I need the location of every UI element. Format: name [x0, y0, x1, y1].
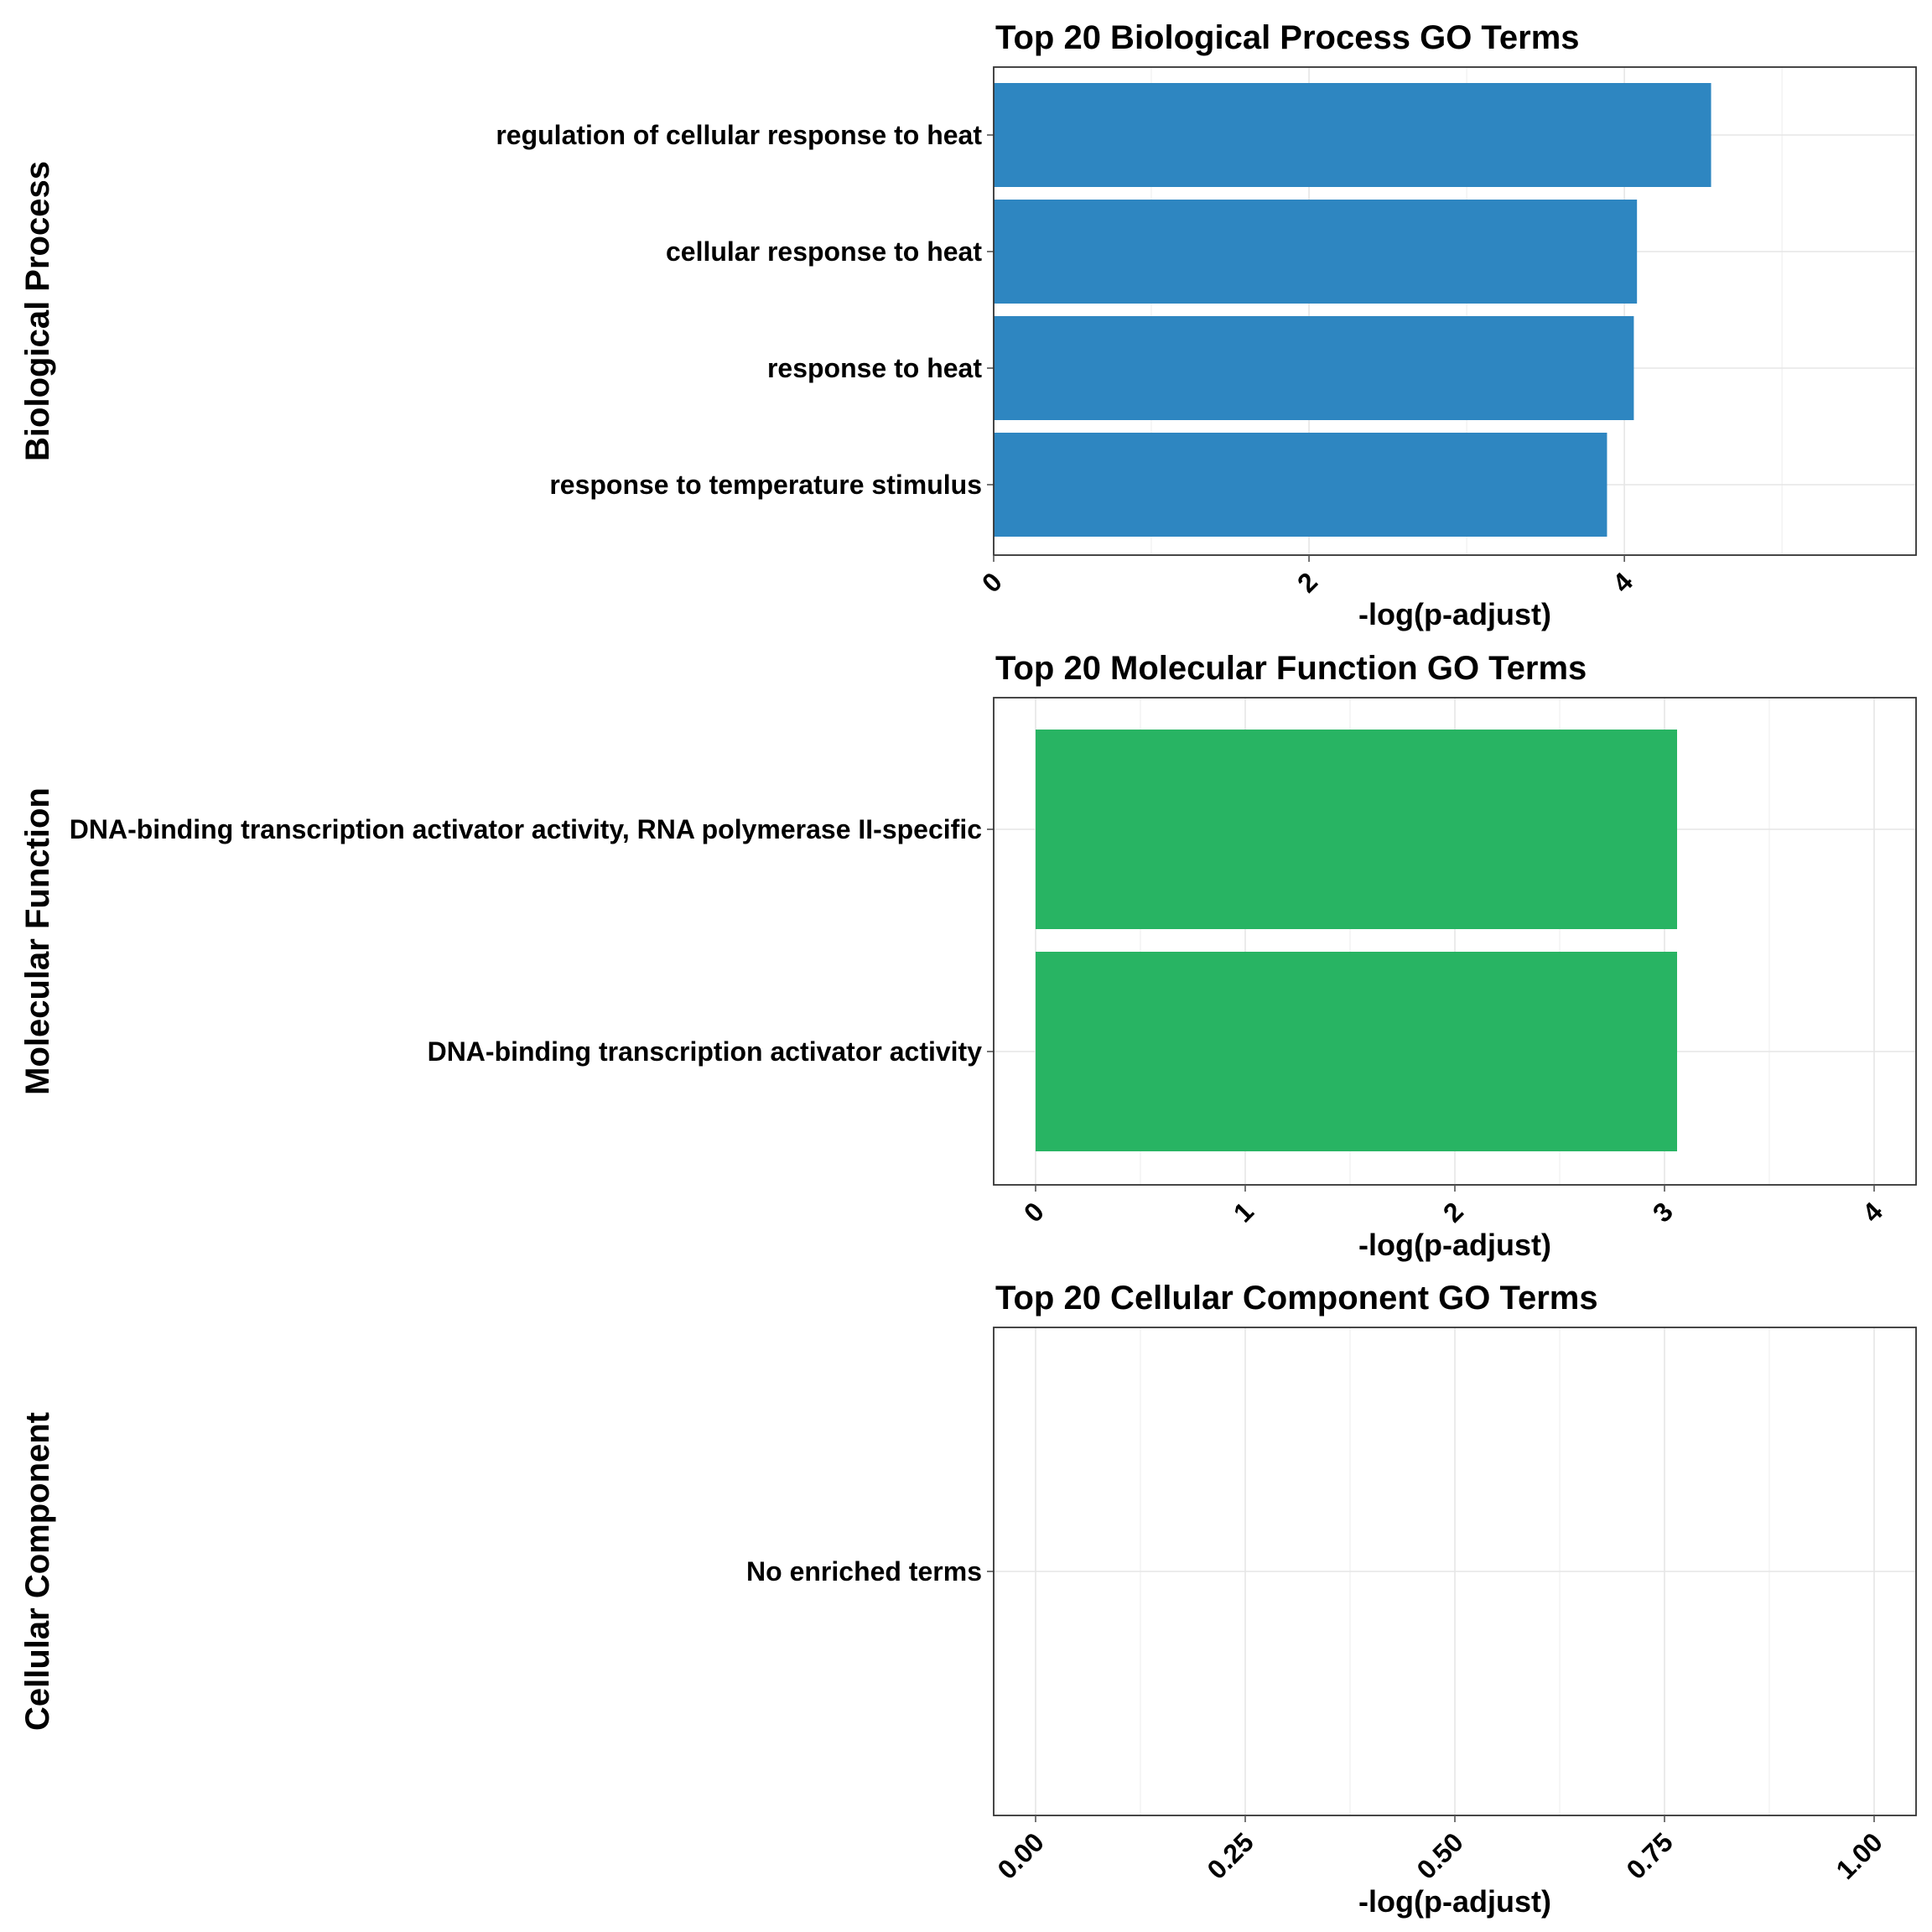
x-tick-label: 1.00 — [1830, 1826, 1888, 1884]
facet-label: Molecular Function — [19, 787, 56, 1095]
x-axis-title: -log(p-adjust) — [1358, 597, 1551, 631]
category-label: No enriched terms — [746, 1556, 982, 1587]
facet-label: Biological Process — [19, 161, 56, 461]
bar — [994, 316, 1634, 420]
panel-border — [993, 66, 1917, 556]
bar — [1036, 730, 1677, 929]
x-tick-label: 0.25 — [1201, 1826, 1259, 1884]
x-axis-title: -log(p-adjust) — [1358, 1228, 1551, 1262]
category-label: response to heat — [767, 353, 982, 383]
x-tick-label: 1 — [1228, 1196, 1259, 1228]
facet-label: Cellular Component — [19, 1412, 56, 1731]
panel-2: Top 20 Molecular Function GO Terms Molecu… — [19, 650, 1917, 1262]
x-tick-label: 4 — [1857, 1196, 1888, 1228]
category-label: cellular response to heat — [666, 236, 982, 267]
category-label: DNA-binding transcription activator acti… — [70, 814, 982, 844]
x-tick-label: 2 — [1437, 1196, 1469, 1228]
panel-3: Top 20 Cellular Component GO Terms Cellul… — [19, 1280, 1917, 1919]
panel-title: Top 20 Cellular Component GO Terms — [995, 1280, 1598, 1317]
bar — [1036, 952, 1677, 1151]
bar — [994, 200, 1638, 304]
category-label: regulation of cellular response to heat — [496, 120, 982, 150]
category-label: DNA-binding transcription activator acti… — [428, 1036, 983, 1067]
x-axis-title: -log(p-adjust) — [1358, 1884, 1551, 1919]
x-tick-label: 0 — [976, 566, 1008, 598]
bar — [994, 433, 1607, 537]
x-tick-label: 4 — [1607, 566, 1639, 598]
x-tick-label: 0.75 — [1620, 1826, 1678, 1884]
x-tick-label: 0 — [1018, 1196, 1050, 1228]
x-tick-label: 2 — [1291, 566, 1323, 598]
x-tick-label: 0.00 — [991, 1826, 1049, 1884]
x-tick-label: 3 — [1647, 1196, 1679, 1228]
category-label: response to temperature stimulus — [549, 470, 982, 500]
x-tick-label: 0.50 — [1410, 1826, 1468, 1884]
panel-1: Top 20 Biological Process GO Terms Biolog… — [19, 19, 1917, 631]
panel-title: Top 20 Biological Process GO Terms — [995, 19, 1580, 56]
panel-title: Top 20 Molecular Function GO Terms — [995, 650, 1587, 687]
bar — [994, 83, 1711, 187]
